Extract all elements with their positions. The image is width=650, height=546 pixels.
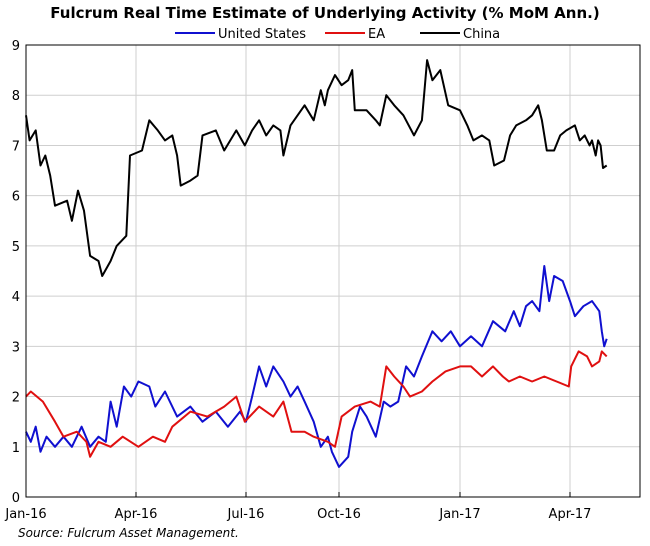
y-tick-label: 9 <box>12 39 20 54</box>
y-tick-label: 4 <box>12 290 20 305</box>
x-tick-label: Apr-16 <box>115 507 158 522</box>
legend-label: EA <box>368 27 385 42</box>
source-note: Source: Fulcrum Asset Management. <box>18 526 239 540</box>
x-tick-label: Oct-16 <box>317 507 361 522</box>
grid <box>26 45 640 497</box>
y-tick-label: 0 <box>12 491 20 506</box>
y-tick-label: 1 <box>12 441 20 456</box>
y-tick-label: 5 <box>12 240 20 255</box>
x-tick-label: Apr-17 <box>549 507 592 522</box>
legend: United States EA China <box>175 27 500 42</box>
x-tick-label: Jan-17 <box>438 507 480 522</box>
chart-title: Fulcrum Real Time Estimate of Underlying… <box>50 4 599 22</box>
series-line-ea <box>25 350 608 458</box>
y-axis: 0 1 2 3 4 5 6 7 8 9 <box>12 39 20 506</box>
x-tick-label: Jan-16 <box>4 507 46 522</box>
legend-label: China <box>463 27 500 42</box>
y-tick-label: 6 <box>12 190 20 205</box>
y-tick-label: 7 <box>12 139 20 154</box>
legend-label: United States <box>218 27 306 42</box>
x-axis: Jan-16 Apr-16 Jul-16 Oct-16 Jan-17 Apr-17 <box>4 492 591 522</box>
plot-frame <box>25 44 641 498</box>
x-tick-label: Jul-16 <box>227 507 265 522</box>
y-tick-label: 3 <box>12 340 20 355</box>
y-tick-label: 2 <box>12 391 20 406</box>
series-layer <box>25 59 608 468</box>
y-tick-label: 8 <box>12 89 20 104</box>
series-line-china <box>25 59 608 277</box>
